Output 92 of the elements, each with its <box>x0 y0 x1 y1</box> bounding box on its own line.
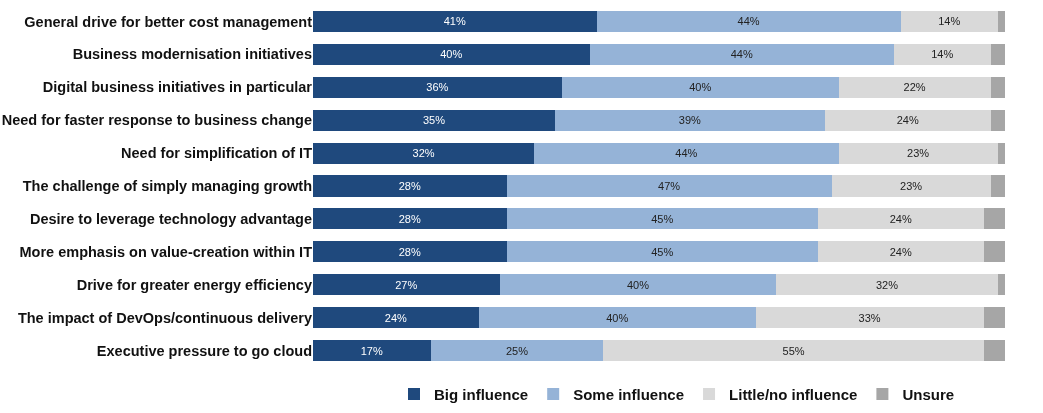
legend-label: Big influence <box>434 385 529 403</box>
data-label: 23% <box>907 147 930 160</box>
bar <box>499 274 777 296</box>
data-label: 32% <box>412 147 435 160</box>
data-label: 45% <box>651 212 674 225</box>
y-tick-label: General drive for better cost management <box>24 13 313 30</box>
bar <box>313 43 590 65</box>
bar <box>313 109 556 131</box>
y-tick-label: Desire to leverage technology advantage <box>29 210 312 227</box>
data-label: 24% <box>889 245 912 258</box>
bar <box>817 208 984 230</box>
bar <box>603 340 984 362</box>
bar <box>997 10 1005 32</box>
bar <box>313 10 597 32</box>
bar <box>838 76 991 98</box>
data-label: 25% <box>505 344 529 357</box>
bar <box>776 274 998 296</box>
y-tick-label: Digital business initiatives in particular <box>42 79 313 96</box>
data-label: 39% <box>678 114 702 127</box>
data-label: 41% <box>443 15 466 28</box>
data-label: 28% <box>398 212 421 225</box>
legend-label: Some influence <box>573 385 685 403</box>
y-tick-label: Drive for greater energy efficiency <box>76 276 312 293</box>
bar <box>983 307 1005 329</box>
data-label: 40% <box>689 81 712 94</box>
bar <box>997 142 1005 164</box>
data-label: 35% <box>422 114 446 127</box>
bar <box>755 307 984 329</box>
data-label: 17% <box>360 344 383 357</box>
bar <box>478 307 756 329</box>
data-label: 24% <box>384 311 408 324</box>
data-label: 36% <box>426 81 449 94</box>
bar <box>313 340 431 362</box>
bar <box>817 241 984 263</box>
legend-label: Unsure <box>902 385 955 403</box>
legend-label: Little/no influence <box>729 385 858 403</box>
data-label: 28% <box>398 245 421 258</box>
bar <box>997 274 1005 296</box>
data-label: 45% <box>651 245 674 258</box>
bar <box>430 340 604 362</box>
bar <box>838 142 998 164</box>
bar <box>506 208 818 230</box>
bar <box>313 208 507 230</box>
data-label: 27% <box>395 278 418 291</box>
bar <box>824 109 991 131</box>
data-label: 14% <box>931 48 954 61</box>
y-tick-label: More emphasis on value-creation within IT <box>19 243 313 260</box>
bar <box>831 175 991 197</box>
bar <box>983 340 1005 362</box>
bar <box>596 10 901 32</box>
y-tick-label: The impact of DevOps/continuous delivery <box>17 309 312 326</box>
bar <box>313 241 507 263</box>
bar <box>983 208 1005 230</box>
bar <box>313 307 479 329</box>
bar <box>313 175 507 197</box>
y-tick-label: Business modernisation initiatives <box>72 46 312 63</box>
data-label: 28% <box>398 180 421 192</box>
y-tick-label: The challenge of simply managing growth <box>22 178 312 195</box>
data-label: 22% <box>903 81 926 94</box>
data-label: 14% <box>938 15 961 28</box>
data-label: 24% <box>896 114 919 127</box>
bar <box>506 241 818 263</box>
data-label: 40% <box>440 48 463 61</box>
data-label: 40% <box>626 278 650 291</box>
bar <box>313 142 535 164</box>
bar <box>900 10 998 32</box>
data-label: 32% <box>875 278 899 291</box>
data-label: 40% <box>606 311 629 324</box>
y-tick-label: Executive pressure to go cloud <box>96 342 312 359</box>
bar <box>313 76 562 98</box>
data-label: 44% <box>737 15 760 28</box>
bar <box>506 175 832 197</box>
bar <box>990 175 1005 197</box>
bar <box>589 43 894 65</box>
data-label: 24% <box>889 212 912 225</box>
data-label: 33% <box>858 311 881 324</box>
bar <box>534 142 839 164</box>
y-tick-label: Need for faster response to business change <box>1 112 312 129</box>
data-label: 44% <box>675 147 698 160</box>
bar <box>990 76 1005 98</box>
bar <box>561 76 839 98</box>
bar <box>893 43 991 65</box>
data-label: 44% <box>730 48 753 61</box>
data-label: 47% <box>658 180 681 192</box>
bar <box>313 274 500 296</box>
data-label: 23% <box>900 180 923 192</box>
bar <box>990 43 1005 65</box>
bar <box>983 241 1005 263</box>
bar <box>555 109 825 131</box>
data-label: 55% <box>782 344 805 357</box>
bar <box>990 109 1005 131</box>
y-tick-label: Need for simplification of IT <box>121 145 313 162</box>
